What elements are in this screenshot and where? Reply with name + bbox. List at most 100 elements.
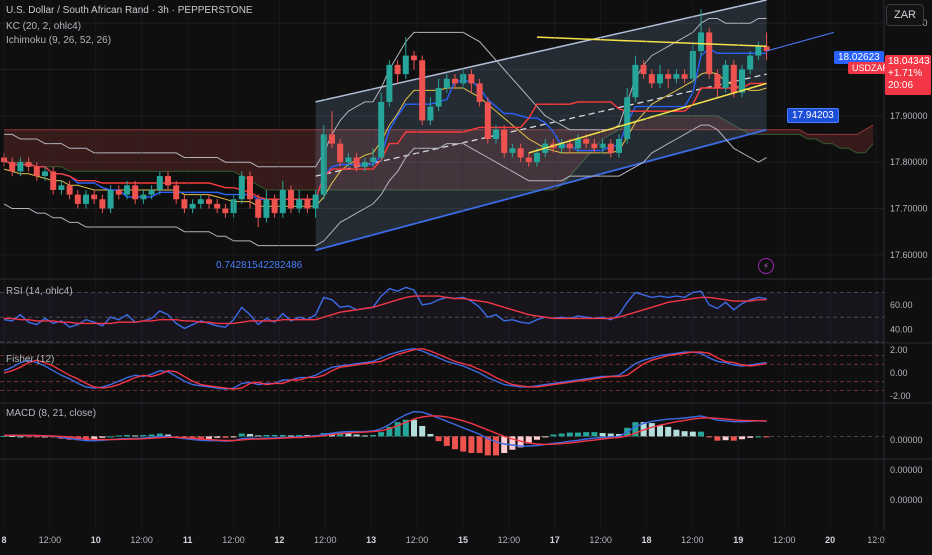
macd-histogram-bar [722,436,729,441]
macd-histogram-bar [353,434,360,437]
macd-histogram-bar [9,435,16,437]
candle-body [632,64,639,98]
candle-body [370,157,376,163]
macd-histogram-bar [148,434,155,437]
candle-body [320,134,327,195]
macd-histogram-bar [17,436,24,438]
change-percent: +1.71% [888,68,923,79]
lightning-icon[interactable]: ⚡ [758,258,774,274]
time-tick-label: 18 [642,535,652,545]
candle-body [386,64,393,102]
rsi-tick-label: 40.00 [890,325,913,335]
candle-body [739,69,745,93]
macd-histogram-bar [1,435,7,437]
candle-body [452,78,458,84]
symbol-label: USDZAR [848,62,894,74]
macd-histogram-bar [509,436,516,450]
chart-title[interactable]: U.S. Dollar / South African Rand · 3h · … [6,5,253,16]
projection-line [766,31,835,52]
macd-histogram-bar [698,431,704,437]
candle-body [353,157,360,167]
candle-body [763,46,770,51]
candle-body [206,199,212,204]
macd-histogram-bar [665,426,672,437]
kc-legend[interactable]: KC (20, 2, ohlc4) [6,21,82,32]
candle-body [288,189,294,209]
fisher-tick-label: 0.00 [890,368,908,378]
candle-body [17,162,24,172]
candle-body [698,32,704,51]
macd-histogram-bar [452,436,458,450]
macd-histogram-bar [566,432,573,437]
candle-body [755,46,762,56]
macd-histogram-bar [542,436,549,438]
candle-body [115,189,122,195]
candle-body [657,74,663,84]
macd-histogram-bar [427,434,434,437]
time-tick-label: 12:00 [773,535,796,545]
regression-lower-line [315,128,767,252]
candle-body [493,129,499,139]
macd-histogram-bar [247,434,253,437]
candle-body [460,74,467,84]
candle-body [599,143,606,149]
candle-body [525,157,532,163]
fib-note: 0.74281542282486 [216,260,303,271]
ichimoku-legend[interactable]: Ichimoku (9, 26, 52, 26) [6,35,112,46]
candle-body [271,199,278,214]
target-price-label: 17.94203 [787,108,839,123]
macd-histogram-bar [681,431,688,437]
time-tick-label: 12:00 [498,535,521,545]
candle-body [689,50,696,79]
candle-body [378,101,385,158]
candle-body [140,194,147,200]
bar-countdown: 20:06 [888,80,914,91]
macd-histogram-bar [42,436,48,438]
fisher-title: Fisher (12) [6,354,54,365]
candle-body [25,162,32,167]
macd-histogram-bar [755,436,762,438]
macd-histogram-bar [583,432,590,437]
tenkan-line [3,47,767,200]
macd-histogram-bar [296,434,303,437]
yellow-trend-line [536,36,767,48]
macd-histogram-bar [99,436,106,438]
candle-body [394,64,401,75]
fisher-tick-label: -2.00 [890,391,911,401]
macd-histogram-bar [304,434,311,437]
macd-histogram-bar [525,436,532,444]
candle-body [566,143,573,149]
macd-histogram-bar [689,431,696,437]
macd-histogram-bar [714,436,721,441]
kijun-line [3,82,767,200]
macd-histogram-bar [91,436,98,440]
macd-histogram-bar [476,436,483,454]
time-tick-label: 12:0 [867,535,885,545]
rsi-tick-label: 60.00 [890,300,913,310]
time-tick-label: 11 [183,535,193,545]
candle-body [714,74,721,89]
macd-histogram-bar [255,435,262,437]
candle-body [124,185,130,195]
macd-histogram-bar [361,435,368,437]
macd-histogram-bar [140,434,147,437]
macd-histogram-bar [394,422,401,437]
macd-histogram-bar [263,434,270,437]
keltner-lower [3,124,767,247]
candle-body [148,189,155,195]
macd-histogram-bar [632,422,639,437]
last-price: 18.04343 [888,56,930,67]
macd-histogram-bar [197,436,204,440]
candle-body [329,134,335,144]
keltner-upper [4,18,767,168]
currency-button[interactable]: ZAR [886,4,924,26]
candle-body [230,199,237,214]
macd-title: MACD (8, 21, close) [6,408,96,419]
candle-body [501,129,508,153]
candle-body [337,143,344,163]
macd-histogram-bar [443,436,450,446]
time-tick-label: 12:00 [681,535,704,545]
candle-body [435,88,442,107]
